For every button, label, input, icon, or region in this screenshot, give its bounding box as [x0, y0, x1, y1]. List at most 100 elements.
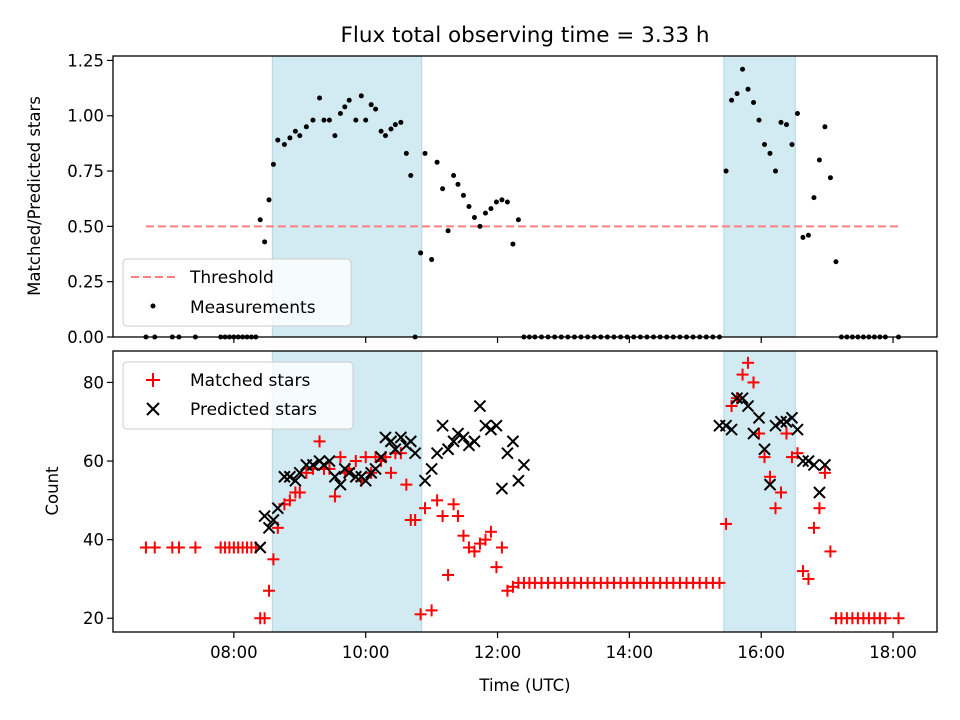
bottom-predicted-stars-point — [769, 419, 782, 432]
top-measurements-point — [455, 181, 461, 187]
bottom-matched-stars-point — [451, 510, 464, 523]
bottom-predicted-stars-point — [349, 470, 363, 483]
top-measurements-point — [378, 128, 384, 134]
bottom-predicted-stars-point — [425, 462, 438, 476]
bottom-matched-stars-point — [490, 561, 503, 574]
top-measurements-point — [337, 111, 343, 117]
bottom-matched-stars-point — [818, 466, 831, 479]
bottom-predicted-stars-point — [747, 427, 760, 440]
bottom-matched-stars-point — [300, 466, 313, 479]
bottom-y-tick-label: 40 — [83, 531, 104, 550]
bottom-matched-stars-point — [293, 486, 306, 499]
top-measurements-point — [342, 104, 348, 110]
top-measurements-point — [392, 122, 398, 128]
bottom-predicted-stars-point — [462, 439, 476, 452]
top-measurements-point — [800, 234, 806, 240]
bottom-predicted-stars-point — [283, 470, 297, 483]
bottom-x-axis-ticks: 08:00 10:00 12:00 14:00 16:00 18:00 — [210, 632, 917, 662]
top-measurements-point — [418, 250, 424, 256]
top-measurements-point — [477, 223, 483, 229]
bottom-predicted-stars-point — [730, 391, 744, 405]
bottom-predicted-stars-point — [774, 415, 788, 428]
bottom-predicted-stars-point — [758, 443, 771, 456]
bottom-matched-stars-point — [468, 545, 481, 558]
bottom-predicted-stars-point — [791, 423, 804, 436]
top-y-tick-label: 1.25 — [67, 51, 104, 70]
top-measurements-point — [767, 150, 773, 156]
bottom-matched-stars-point — [267, 553, 280, 566]
top-chart-title: Flux total observing time = 3.33 h — [341, 23, 710, 48]
top-measurements-point — [353, 117, 359, 123]
bottom-matched-stars-point — [394, 447, 407, 460]
bottom-matched-stars-point — [447, 498, 460, 511]
top-y-tick-label: 0.00 — [67, 328, 104, 347]
bottom-predicted-stars-point — [328, 470, 342, 483]
bottom-matched-stars-point — [824, 545, 837, 558]
bottom-predicted-stars-point — [384, 435, 398, 448]
bottom-predicted-stars-point — [490, 419, 503, 432]
bottom-matched-stars-point — [384, 466, 397, 479]
top-measurements-point — [488, 206, 494, 212]
top-measurements-point — [794, 111, 800, 117]
top-measurements-point — [321, 117, 327, 123]
top-measurements-point — [382, 133, 388, 139]
top-y-axis-label: Matched/Predicted stars — [25, 96, 44, 296]
top-measurements-point — [262, 239, 268, 245]
top-y-tick-label: 0.50 — [67, 217, 104, 236]
bottom-predicted-stars-point — [374, 450, 388, 464]
bottom-matched-stars-point — [189, 541, 202, 554]
bottom-predicted-stars-point — [818, 458, 832, 472]
bottom-predicted-stars-point — [262, 521, 276, 535]
bottom-matched-stars-point — [892, 612, 905, 625]
bottom-predicted-stars-point — [306, 458, 320, 472]
bottom-matched-stars-point — [425, 604, 438, 617]
bottom-predicted-stars-point — [254, 541, 267, 554]
bottom-matched-stars-point — [802, 572, 815, 585]
bottom-matched-stars-point — [780, 427, 793, 440]
bottom-matched-stars-point — [334, 451, 347, 464]
bottom-matched-stars-point — [258, 612, 271, 625]
bottom-matched-stars-point — [313, 435, 326, 448]
bottom-predicted-stars-point — [719, 419, 733, 432]
bottom-matched-stars-point — [769, 502, 782, 515]
top-measurements-point — [460, 192, 466, 198]
bottom-matched-stars-point — [442, 569, 455, 582]
bottom-predicted-stars-point — [278, 470, 291, 483]
top-measurements-point — [429, 257, 435, 263]
legend-matched-swatch — [146, 373, 160, 387]
top-measurements-point — [368, 102, 374, 108]
bottom-predicted-stars-point — [785, 411, 799, 425]
bottom-matched-stars-point — [742, 356, 755, 369]
bottom-matched-stars-point — [414, 608, 427, 621]
bottom-predicted-stars-point — [389, 443, 402, 456]
bottom-predicted-stars-point — [323, 454, 336, 468]
bottom-matched-stars-point — [431, 494, 444, 507]
bottom-predicted-stars-point — [258, 509, 271, 523]
bottom-matched-stars-point — [148, 541, 161, 554]
bottom-matched-stars-point — [747, 376, 760, 389]
top-measurements-point — [292, 128, 298, 134]
top-y-tick-label: 0.75 — [67, 162, 104, 181]
bottom-predicted-stars-point — [430, 446, 444, 460]
top-measurements-point — [783, 122, 789, 128]
top-measurements-point — [471, 215, 477, 221]
legend-predicted-label: Predicted stars — [190, 400, 317, 420]
bottom-predicted-stars-point — [441, 443, 455, 456]
top-measurements-point — [451, 172, 457, 178]
top-y-tick-label: 0.25 — [67, 273, 104, 292]
bottom-legend: Matched stars Predicted stars — [122, 361, 354, 430]
bottom-predicted-stars-point — [451, 427, 465, 440]
bottom-predicted-stars-point — [802, 454, 815, 468]
top-measurements-point — [811, 195, 817, 201]
bottom-predicted-stars-point — [379, 431, 392, 444]
bottom-matched-stars-point — [879, 612, 892, 625]
bottom-y-axis-label: Count — [43, 466, 62, 516]
top-measurements-point — [827, 175, 833, 181]
bottom-matched-stars-point — [774, 486, 787, 499]
bottom-predicted-stars-point — [752, 411, 766, 425]
bottom-predicted-stars-point — [780, 415, 793, 428]
bottom-predicted-stars-point — [267, 513, 280, 527]
bottom-matched-stars-point — [283, 494, 296, 507]
top-measurements-point — [408, 172, 414, 178]
top-measurements-point — [805, 232, 811, 238]
